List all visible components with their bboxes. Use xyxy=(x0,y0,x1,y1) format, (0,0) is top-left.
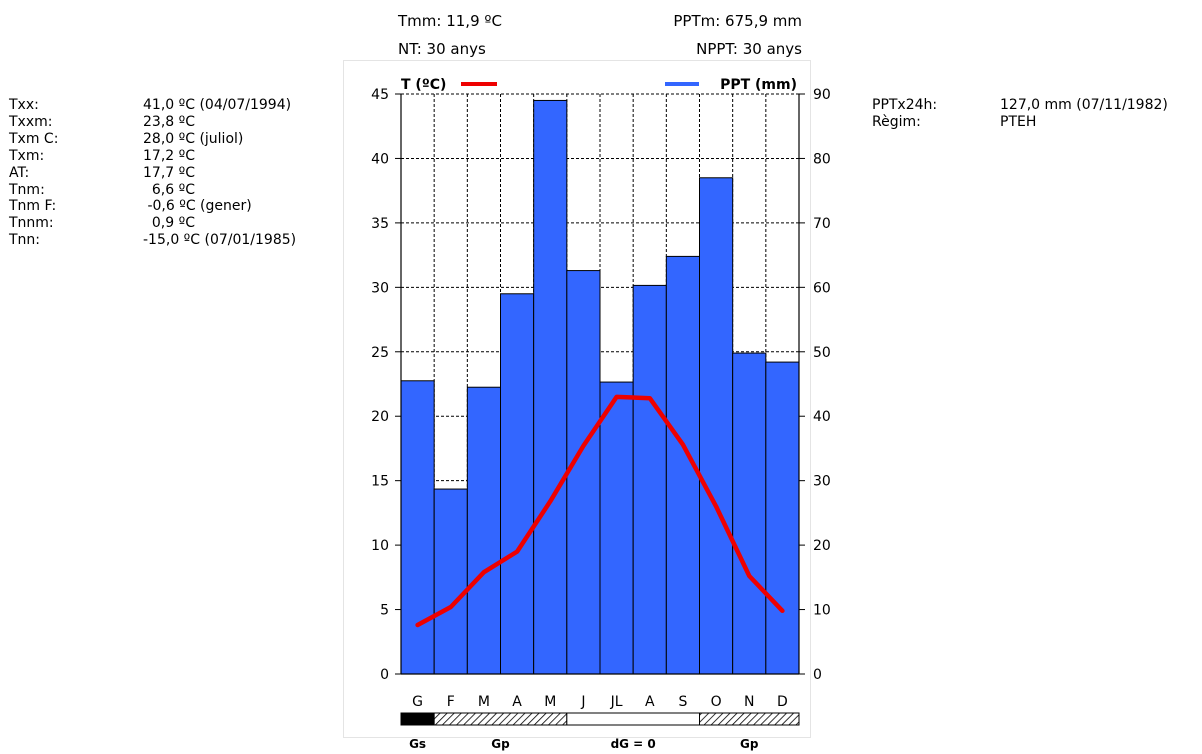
stat-label: Txxm: xyxy=(9,113,53,130)
frost-regime-segment xyxy=(400,712,435,726)
stat-label: Tnm F: xyxy=(9,198,57,215)
left-axis-tick-label: 35 xyxy=(371,216,389,232)
left-axis-tick-label: 10 xyxy=(371,538,389,554)
right-axis-tick-label: 50 xyxy=(813,345,831,361)
precipitation-bar xyxy=(599,381,634,675)
frost-regime-segment xyxy=(699,712,800,726)
left-axis-tick-label: 5 xyxy=(380,603,389,619)
stat-label: Tnm: xyxy=(9,181,45,198)
precipitation-bar xyxy=(765,361,800,675)
stat-row-tnm: Tnm: 6,6 ºC xyxy=(9,182,296,199)
left-axis-tick-label: 15 xyxy=(371,474,389,490)
stat-label: Txx: xyxy=(9,97,39,113)
right-axis-tick-label: 0 xyxy=(813,667,822,683)
precipitation-bar xyxy=(400,380,435,675)
stat-value: 23,8 ºC xyxy=(143,113,195,130)
month-label: A xyxy=(512,694,522,710)
right-axis-tick-label: 80 xyxy=(813,151,831,167)
stat-row-tnm-f: Tnm F: -0,6 ºC (gener) xyxy=(9,198,296,215)
precipitation-bar xyxy=(632,284,667,675)
stat-row-txxm: Txxm: 23,8 ºC xyxy=(9,114,296,131)
month-label: J xyxy=(580,694,585,710)
month-label: A xyxy=(645,694,655,710)
right-axis-tick-label: 60 xyxy=(813,280,831,296)
left-axis-tick-label: 25 xyxy=(371,345,389,361)
left-axis-tick-label: 45 xyxy=(371,87,389,103)
month-label: D xyxy=(777,694,788,710)
header-nppt: NPPT: 30 anys xyxy=(696,40,802,58)
frost-regime-label: Gp xyxy=(491,737,510,751)
right-stats-list: PPTx24h: 127,0 mm (07/11/1982) Règim: PTEH xyxy=(872,97,1168,131)
stat-value: 41,0 ºC (04/07/1994) xyxy=(143,97,292,113)
right-axis-tick-label: 90 xyxy=(813,87,831,103)
stat-label: Règim: xyxy=(872,113,921,130)
right-axis-tick-label: 10 xyxy=(813,603,831,619)
header-tmm: Tmm: 11,9 ºC xyxy=(398,12,502,30)
left-axis-tick-label: 30 xyxy=(371,280,389,296)
precipitation-bar xyxy=(466,386,502,675)
left-stats-list: Txx: 41,0 ºC (04/07/1994) Txxm: 23,8 ºC Tx… xyxy=(9,97,296,249)
right-axis-tick-label: 30 xyxy=(813,474,831,490)
month-label: S xyxy=(678,694,687,710)
stat-value: 0,9 ºC xyxy=(143,215,195,232)
temperature-line xyxy=(415,394,785,628)
month-label: O xyxy=(711,694,722,710)
stat-label: Txm: xyxy=(9,147,45,164)
precipitation-bar xyxy=(500,293,535,675)
frost-regime-label: Gs xyxy=(409,737,426,751)
left-axis-tick-label: 40 xyxy=(371,151,389,167)
stat-row-txx: Txx: 41,0 ºC (04/07/1994) xyxy=(9,97,296,114)
stat-row-pptx24h: PPTx24h: 127,0 mm (07/11/1982) xyxy=(872,97,1168,114)
month-label: N xyxy=(744,694,754,710)
precipitation-bar xyxy=(566,270,601,675)
frost-regime-segment xyxy=(566,712,700,726)
frost-regime-segment xyxy=(433,712,568,726)
left-axis-tick-label: 20 xyxy=(371,409,389,425)
stat-value: -0,6 ºC (gener) xyxy=(143,198,252,215)
header-pptm: PPTm: 675,9 mm xyxy=(673,12,802,30)
stat-row-tnn: Tnn: -15,0 ºC (07/01/1985) xyxy=(9,232,296,249)
stat-row-txm: Txm: 17,2 ºC xyxy=(9,148,296,165)
month-label: M xyxy=(478,694,490,710)
stat-value: 17,7 ºC xyxy=(143,164,195,181)
legend-label-precipitation: PPT (mm) xyxy=(720,77,797,93)
precipitation-bar xyxy=(533,99,568,675)
header-nt: NT: 30 anys xyxy=(398,40,486,58)
month-label: JL xyxy=(610,694,623,710)
stat-label: Tnn: xyxy=(9,232,41,249)
right-axis-tick-label: 70 xyxy=(813,216,831,232)
month-label: F xyxy=(447,694,455,710)
stat-value: 28,0 ºC (juliol) xyxy=(143,130,244,147)
stat-value: 6,6 ºC xyxy=(143,181,195,198)
stat-label: Tnnm: xyxy=(9,215,54,232)
stat-value: PTEH xyxy=(1000,113,1037,130)
frost-regime-label: dG = 0 xyxy=(611,737,656,751)
stat-row-txm-c: Txm C: 28,0 ºC (juliol) xyxy=(9,131,296,148)
stat-row-at: AT: 17,7 ºC xyxy=(9,165,296,182)
stat-value: 127,0 mm (07/11/1982) xyxy=(1000,97,1168,113)
stat-label: PPTx24h: xyxy=(872,97,938,113)
left-axis-tick-label: 0 xyxy=(380,667,389,683)
stat-label: Txm C: xyxy=(9,130,59,147)
month-label: G xyxy=(412,694,423,710)
frost-regime-label: Gp xyxy=(740,737,759,751)
stat-row-tnnm: Tnnm: 0,9 ºC xyxy=(9,215,296,232)
right-axis-tick-label: 20 xyxy=(813,538,831,554)
stat-value: -15,0 ºC (07/01/1985) xyxy=(143,232,297,249)
stat-row-regim: Règim: PTEH xyxy=(872,114,1168,131)
precipitation-bar xyxy=(699,177,734,675)
precipitation-bar xyxy=(433,488,468,675)
precipitation-bar xyxy=(732,352,767,675)
month-label: M xyxy=(544,694,556,710)
stat-label: AT: xyxy=(9,164,30,181)
right-axis-tick-label: 40 xyxy=(813,409,831,425)
legend-label-temperature: T (ºC) xyxy=(401,77,446,93)
stat-value: 17,2 ºC xyxy=(143,147,195,164)
